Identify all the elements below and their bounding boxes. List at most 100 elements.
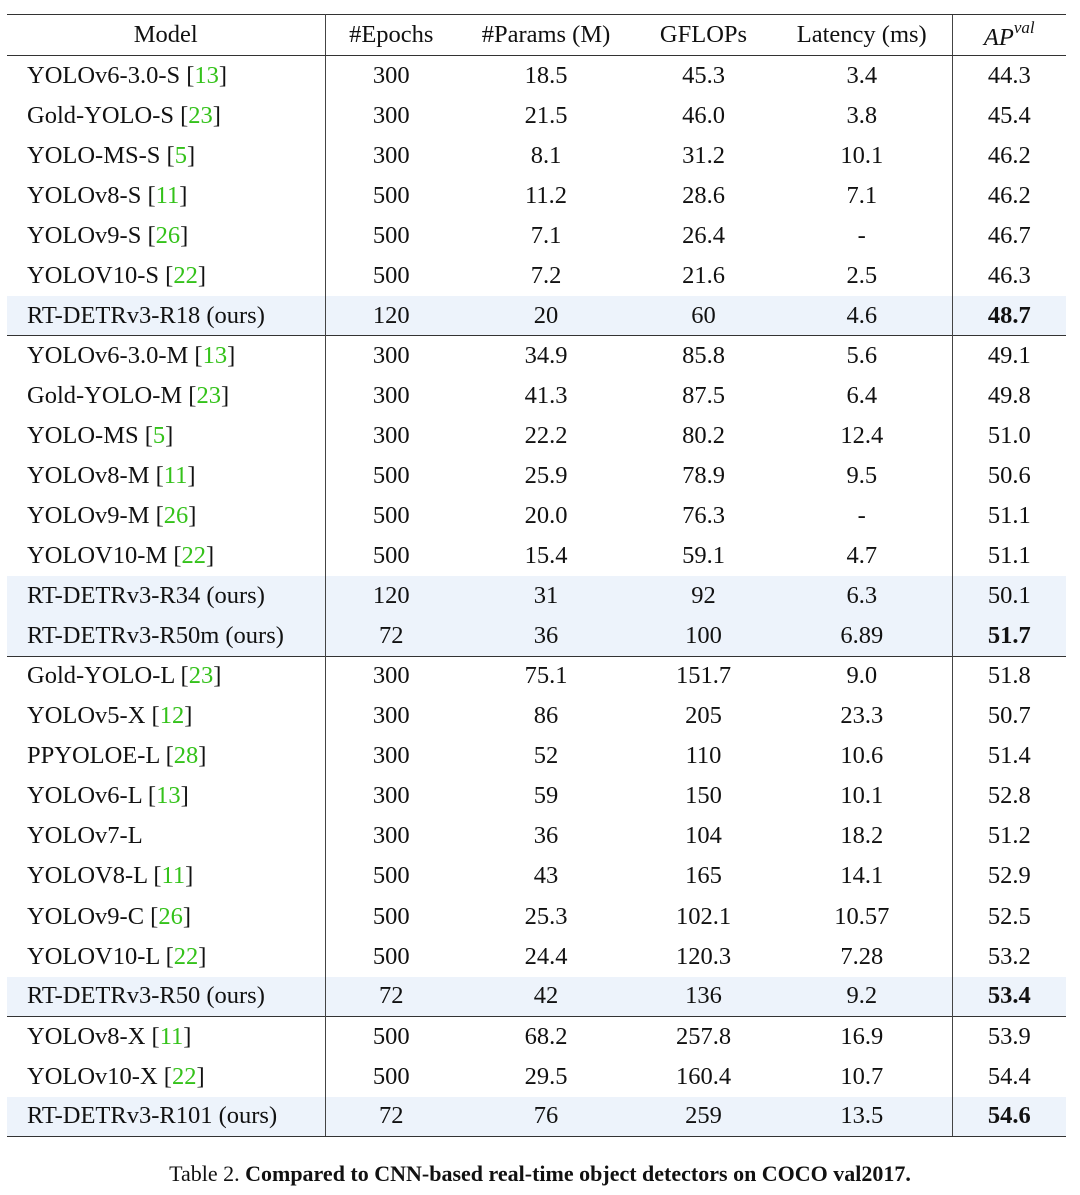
cell-gflops: 78.9: [682, 461, 725, 489]
header-ap: APval: [951, 14, 1066, 56]
header-ap-base: AP: [983, 24, 1014, 51]
cell-params: 25.9: [524, 461, 568, 489]
model-name: YOLOV10-L: [27, 942, 160, 970]
model-name: YOLOv9-S: [27, 221, 142, 249]
citation-link[interactable]: 11: [159, 1022, 184, 1050]
cell-ap: 51.4: [951, 736, 1066, 777]
model-name: YOLOv9-M: [27, 502, 150, 530]
cell-latency: 10.1: [840, 141, 884, 169]
cell-epochs: 500: [372, 1062, 410, 1090]
cell-epochs: 120: [325, 576, 457, 617]
citation-link[interactable]: 13: [194, 61, 219, 89]
citation-link[interactable]: 26: [163, 502, 189, 530]
table-row: Gold-YOLO-S [23] 300 21.5 46.0 3.8 45.4: [7, 95, 1066, 136]
cell-latency: 3.8: [846, 101, 878, 129]
citation-link[interactable]: 23: [188, 662, 214, 690]
cell-model: YOLOv5-X [12]: [7, 696, 326, 737]
citation-link[interactable]: 11: [161, 862, 186, 890]
table-row-ours: RT-DETRv3-R34 (ours) 120 31 92 6.3 50.1: [7, 576, 1066, 617]
citation-link[interactable]: 22: [171, 1062, 197, 1090]
cell-ap: 54.4: [951, 1056, 1066, 1097]
cell-ap: 52.9: [951, 856, 1066, 897]
cell-latency: 14.1: [840, 862, 884, 890]
cell-gflops: 120.3: [675, 942, 732, 970]
cell-gflops: 26.4: [682, 221, 725, 249]
cell-params: 22.2: [524, 421, 568, 449]
table-row-ours: RT-DETRv3-R50m (ours) 72 36 100 6.89 51.7: [7, 616, 1066, 657]
cell-epochs: 72: [325, 616, 457, 657]
citation-link[interactable]: 5: [152, 421, 166, 449]
cell-model: Gold-YOLO-S [23]: [7, 95, 326, 136]
cell-params: 75.1: [457, 655, 635, 697]
table-row-ours: RT-DETRv3-R50 (ours) 72 42 136 9.2 53.4: [7, 976, 1066, 1017]
cell-latency: 16.9: [772, 1016, 952, 1057]
cell-model: YOLOv6-3.0-M [13]: [7, 335, 326, 376]
cell-params: 8.1: [530, 141, 562, 169]
cell-params: 86: [533, 702, 559, 730]
citation-link[interactable]: 13: [202, 342, 228, 370]
table-row: PPYOLOE-L [28] 300 52 110 10.6 51.4: [7, 736, 1066, 777]
citation-link[interactable]: 26: [155, 221, 181, 249]
cell-gflops: 46.0: [682, 101, 725, 129]
cell-latency: 2.5: [846, 261, 878, 289]
citation-link[interactable]: 22: [181, 542, 206, 570]
cell-model: RT-DETRv3-R50 (ours): [7, 976, 326, 1017]
cell-model: YOLOv7-L: [7, 816, 326, 857]
cell-model: PPYOLOE-L [28]: [7, 736, 326, 777]
header-model: Model: [7, 14, 326, 56]
model-name: YOLOv5-X: [27, 702, 146, 730]
cell-params: 24.4: [524, 942, 568, 970]
citation-link[interactable]: 13: [156, 782, 181, 810]
cell-params: 42: [457, 976, 635, 1017]
header-latency: Latency (ms): [772, 14, 952, 56]
cell-latency: 6.3: [772, 576, 952, 617]
header-gflops: GFLOPs: [635, 14, 772, 56]
cell-ap: 46.3: [951, 255, 1066, 296]
cell-params: 36: [533, 822, 559, 850]
model-name: RT-DETRv3-R101 (ours): [27, 1102, 278, 1130]
model-name: Gold-YOLO-M: [27, 381, 183, 409]
cell-gflops: 21.6: [682, 261, 725, 289]
cell-epochs: 72: [325, 1096, 457, 1138]
cell-ap: 51.8: [951, 655, 1066, 697]
cell-ap: 45.4: [951, 95, 1066, 136]
citation-link[interactable]: 5: [174, 141, 187, 169]
cell-latency: -: [857, 221, 866, 249]
citation-link[interactable]: 28: [173, 742, 199, 770]
cell-gflops: 45.3: [682, 61, 725, 89]
citation-link[interactable]: 26: [158, 902, 183, 930]
cell-ap: 50.7: [951, 696, 1066, 737]
cell-latency: 10.7: [840, 1062, 884, 1090]
cell-epochs: 300: [372, 381, 410, 409]
citation-link[interactable]: 23: [196, 381, 221, 409]
cell-ap: 54.6: [951, 1096, 1066, 1138]
cell-model: YOLOV10-S [22]: [7, 255, 326, 296]
table-row: Gold-YOLO-M [23] 300 41.3 87.5 6.4 49.8: [7, 375, 1066, 416]
cell-epochs: 300: [372, 141, 410, 169]
table-row: YOLOv9-M [26] 500 20.0 76.3 - 51.1: [7, 496, 1066, 537]
model-name: YOLOv6-3.0-S: [27, 61, 181, 89]
model-name: YOLOv7-L: [27, 822, 143, 850]
cell-ap: 44.3: [951, 55, 1066, 96]
citation-link[interactable]: 11: [155, 181, 180, 209]
citation-link[interactable]: 11: [163, 461, 188, 489]
cell-model: YOLOv9-S [26]: [7, 215, 326, 256]
citation-link[interactable]: 22: [173, 942, 199, 970]
model-name: YOLOv8-S: [27, 181, 142, 209]
cell-gflops: 100: [635, 616, 772, 657]
cell-ap: 50.6: [951, 455, 1066, 497]
citation-link[interactable]: 12: [159, 702, 185, 730]
caption-label: Table 2.: [169, 1161, 240, 1186]
cell-params: 7.1: [530, 221, 562, 249]
header-row: Model #Epochs #Params (M) GFLOPs Latency…: [7, 14, 1066, 56]
model-name: RT-DETRv3-R18 (ours): [27, 301, 265, 329]
citation-link[interactable]: 22: [173, 261, 198, 289]
cell-params: 76: [457, 1096, 635, 1138]
cell-gflops: 259: [635, 1096, 772, 1138]
table-caption: Table 2. Compared to CNN-based real-time…: [0, 1161, 1080, 1187]
cell-latency: 6.89: [772, 616, 952, 657]
cell-epochs: 300: [372, 782, 410, 810]
cell-model: YOLOv6-L [13]: [7, 776, 326, 817]
cell-epochs: 300: [372, 101, 410, 129]
citation-link[interactable]: 23: [188, 101, 213, 129]
